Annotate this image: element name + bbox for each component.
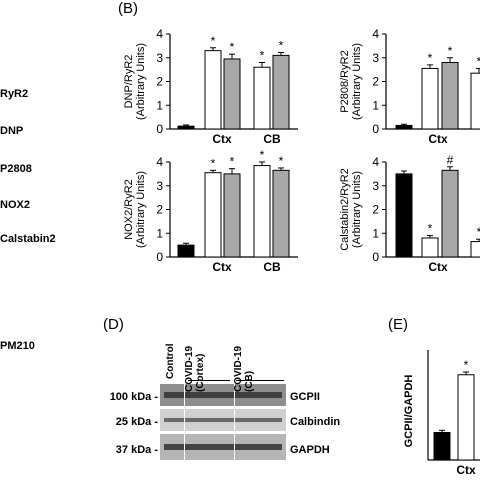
p2808-significance-mark: * bbox=[477, 54, 480, 68]
nox2-ylabel-units: (Arbitrary Units) bbox=[135, 171, 147, 248]
dnp-ylabel: DNP/RyR2 bbox=[123, 55, 135, 109]
nox2-category-label: Ctx bbox=[212, 260, 232, 274]
row-label-p2808: P2808 bbox=[0, 163, 32, 175]
lane-label-cortex: COVID-19 (Cortex) bbox=[184, 345, 206, 392]
calstabin2-ytick-label: 1 bbox=[372, 226, 379, 240]
mw-label-25: 25 kDa - bbox=[115, 416, 158, 428]
calstabin2-bar bbox=[421, 237, 439, 258]
p2808-ylabel: P2808/RyR2 bbox=[339, 50, 351, 112]
p2808-bar bbox=[441, 62, 459, 130]
mw-label-37: 37 kDa - bbox=[115, 444, 158, 456]
nox2-bar bbox=[253, 165, 271, 258]
nox2-ylabel: NOX2/RyR2 bbox=[123, 179, 135, 240]
gcpii-bar bbox=[433, 432, 451, 461]
p2808-ytick-label: 1 bbox=[372, 98, 379, 112]
calstabin2-ytick-label: 4 bbox=[372, 155, 379, 169]
gcpii-bar bbox=[457, 374, 475, 461]
lane-label-cb: COVID-19 (CB) bbox=[233, 345, 255, 392]
calstabin2-significance-mark: * bbox=[477, 225, 480, 239]
band-label-calbindin: Calbindin bbox=[290, 416, 341, 428]
dnp-bar bbox=[177, 125, 195, 130]
dnp-ytick-label: 0 bbox=[156, 122, 163, 136]
nox2-significance-mark: * bbox=[279, 154, 284, 168]
nox2-ytick-label: 1 bbox=[156, 226, 163, 240]
calstabin2-ytick-label: 3 bbox=[372, 179, 379, 193]
row-label-calstabin2: Calstabin2 bbox=[0, 233, 56, 245]
dnp-category-label: Ctx bbox=[212, 132, 232, 146]
panel-letter-e: (E) bbox=[388, 316, 408, 333]
p2808-bar bbox=[470, 72, 480, 130]
nox2-bar bbox=[272, 169, 290, 258]
band-gcpii bbox=[164, 392, 282, 398]
row-label-ryr2: RyR2 bbox=[0, 88, 29, 100]
dnp-significance-mark: * bbox=[211, 34, 216, 48]
western-blot bbox=[160, 376, 286, 464]
band-label-gcpii: GCPII bbox=[290, 391, 320, 403]
gcpii-significance-mark: * bbox=[464, 358, 469, 372]
dnp-bar bbox=[272, 54, 290, 130]
p2808-ytick-label: 4 bbox=[372, 27, 379, 41]
dnp-bar bbox=[223, 58, 241, 130]
p2808-bar bbox=[421, 67, 439, 130]
nox2-category-label: CB bbox=[263, 260, 281, 274]
nox2-ytick-label: 4 bbox=[156, 155, 163, 169]
dnp-ytick-label: 2 bbox=[156, 75, 163, 89]
p2808-ytick-label: 3 bbox=[372, 51, 379, 65]
band-gapdh bbox=[164, 444, 282, 450]
p2808-ytick-label: 0 bbox=[372, 122, 379, 136]
dnp-ylabel-units: (Arbitrary Units) bbox=[135, 43, 147, 120]
panel-letter-d: (D) bbox=[103, 316, 124, 333]
calstabin2-ytick-label: 0 bbox=[372, 250, 379, 264]
lane-divider-2 bbox=[234, 376, 235, 460]
calstabin2-ylabel: Calstabin2/RyR2 bbox=[339, 168, 351, 251]
calstabin2-bar bbox=[395, 173, 413, 258]
p2808-bar bbox=[395, 124, 413, 130]
dnp-significance-mark: * bbox=[260, 49, 265, 63]
nox2-bar bbox=[223, 173, 241, 258]
dnp-ytick-label: 3 bbox=[156, 51, 163, 65]
dnp-significance-mark: * bbox=[230, 40, 235, 54]
band-label-gapdh: GAPDH bbox=[290, 444, 330, 456]
mw-label-100: 100 kDa - bbox=[109, 391, 158, 403]
dnp-category-label: CB bbox=[263, 132, 281, 146]
dnp-significance-mark: * bbox=[279, 39, 284, 53]
nox2-ytick-label: 2 bbox=[156, 203, 163, 217]
p2808-category-label: Ctx bbox=[428, 132, 448, 146]
panel-letter-b: (B) bbox=[118, 0, 138, 17]
lane-label-control: Control bbox=[165, 343, 176, 379]
calstabin2-bar bbox=[470, 241, 480, 258]
nox2-significance-mark: * bbox=[230, 155, 235, 169]
row-label-pm210: PM210 bbox=[0, 340, 35, 352]
nox2-ytick-label: 0 bbox=[156, 250, 163, 264]
calstabin2-bar bbox=[441, 169, 459, 258]
dnp-ytick-label: 1 bbox=[156, 98, 163, 112]
lane-header-line-cb bbox=[236, 380, 284, 381]
p2808-significance-mark: * bbox=[428, 51, 433, 65]
nox2-significance-mark: * bbox=[211, 156, 216, 170]
dnp-bar bbox=[204, 50, 222, 130]
lane-divider-1 bbox=[184, 376, 185, 460]
gcpii-ylabel: GCPII/GAPDH bbox=[403, 375, 415, 448]
nox2-significance-mark: * bbox=[260, 148, 265, 162]
calstabin2-category-label: Ctx bbox=[428, 260, 448, 274]
calstabin2-significance-mark: # bbox=[447, 153, 454, 167]
row-label-nox2: NOX2 bbox=[0, 199, 30, 211]
nox2-bar bbox=[204, 172, 222, 258]
dnp-bar bbox=[253, 66, 271, 130]
p2808-ylabel-units: (Arbitrary Units) bbox=[351, 43, 363, 120]
calstabin2-ylabel-units: (Arbitrary Units) bbox=[351, 171, 363, 248]
nox2-bar bbox=[177, 244, 195, 258]
lane-header-line-cortex bbox=[188, 380, 230, 381]
calstabin2-significance-mark: * bbox=[428, 222, 433, 236]
nox2-ytick-label: 3 bbox=[156, 179, 163, 193]
gcpii-category-label: Ctx bbox=[456, 463, 476, 477]
band-calbindin bbox=[164, 418, 282, 422]
row-label-dnp: DNP bbox=[0, 125, 24, 137]
calstabin2-ytick-label: 2 bbox=[372, 203, 379, 217]
p2808-ytick-label: 2 bbox=[372, 75, 379, 89]
dnp-ytick-label: 4 bbox=[156, 27, 163, 41]
p2808-significance-mark: * bbox=[448, 44, 453, 58]
